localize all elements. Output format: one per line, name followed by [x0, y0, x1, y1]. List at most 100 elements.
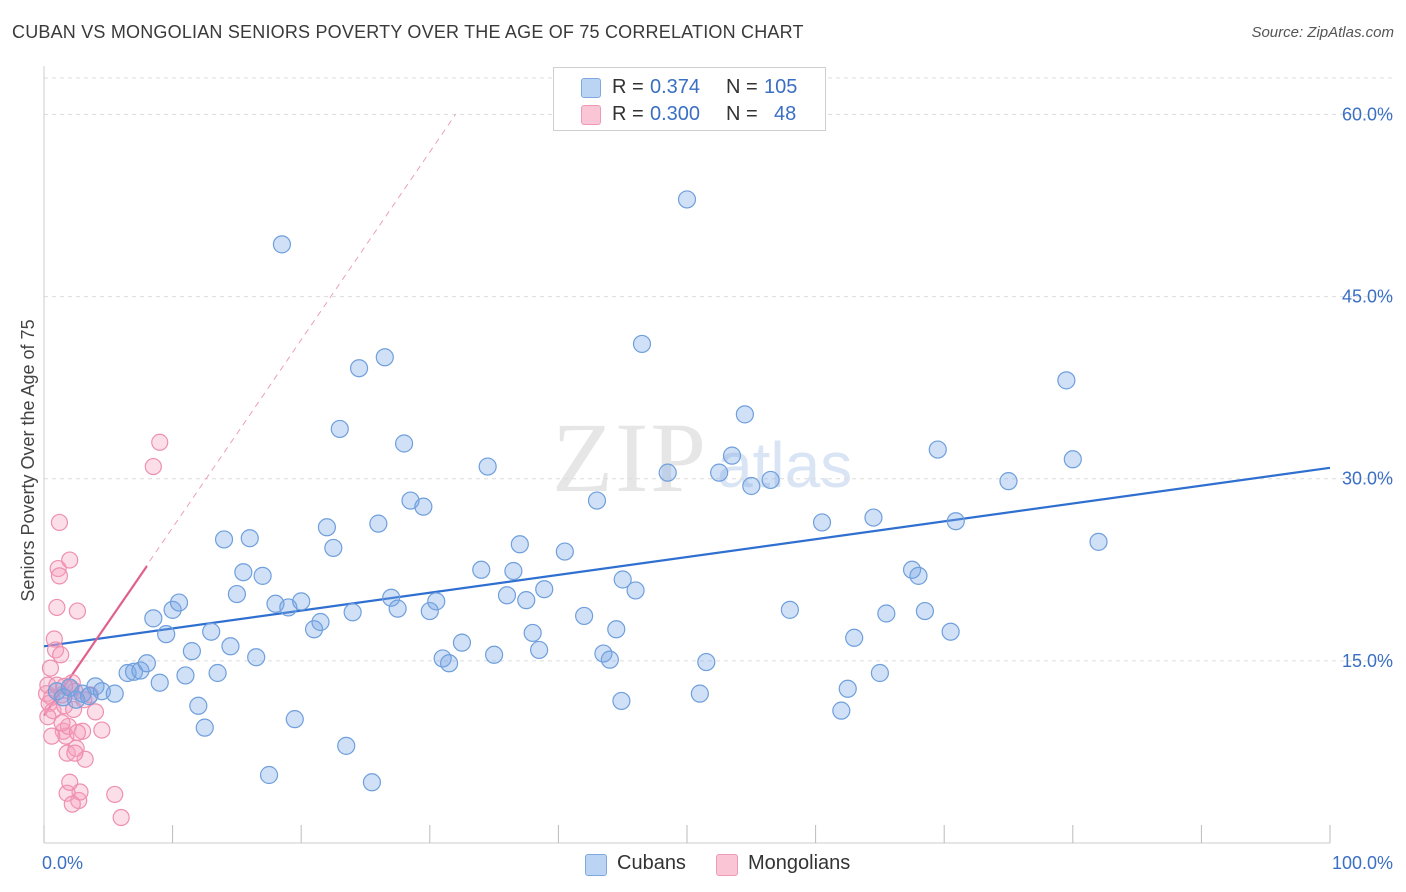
cubans-point	[317, 518, 337, 537]
cubans-point	[626, 581, 645, 600]
cubans-point	[485, 645, 504, 664]
cubans-point	[1089, 532, 1108, 551]
cubans-point	[877, 604, 896, 623]
legend-row-mongolians: R = 0.300 N = 48	[554, 101, 825, 127]
legend-n-label: N =	[726, 76, 758, 98]
cubans-point	[247, 648, 266, 667]
mongolians-point	[63, 795, 81, 813]
cubans-point	[349, 359, 369, 378]
legend-swatch-mongolians	[581, 105, 601, 125]
cubans-point	[870, 663, 890, 683]
cubans-point	[946, 512, 965, 531]
cubans-point	[311, 612, 330, 632]
mongolians-label: Mongolians	[748, 852, 851, 874]
cubans-point	[420, 601, 439, 621]
cubans-point	[517, 591, 536, 610]
cubans-point	[208, 663, 227, 683]
mongolians-swatch	[716, 854, 738, 876]
cubans-point	[812, 513, 832, 532]
y-tick-label: 45.0%	[1342, 287, 1393, 307]
cubans-point	[439, 654, 459, 673]
cubans-point	[530, 640, 549, 660]
cubans-point	[928, 440, 947, 459]
y-tick-label: 30.0%	[1342, 469, 1393, 489]
cubans-point	[375, 348, 394, 367]
cubans-point	[362, 773, 382, 792]
cubans-point	[710, 463, 729, 482]
mongolians-point	[39, 708, 57, 726]
cubans-point	[497, 586, 517, 605]
mongolians-point	[76, 750, 94, 768]
cubans-point	[195, 718, 214, 737]
cubans-point	[915, 601, 935, 621]
cubans-point	[607, 620, 626, 639]
legend-r-value: 0.300	[650, 103, 701, 125]
cubans-point	[478, 457, 497, 476]
cubans-point	[324, 538, 343, 558]
cubans-point	[697, 652, 716, 672]
cubans-point	[388, 599, 407, 618]
legend-swatch-cubans	[581, 78, 601, 98]
mongolians-point	[61, 773, 79, 791]
cubans-point	[131, 661, 150, 680]
y-tick-label: 60.0%	[1342, 104, 1393, 124]
cubans-point	[189, 696, 208, 715]
mongolians-point	[68, 723, 87, 742]
legend-n-value: 48	[774, 103, 797, 125]
axes	[43, 66, 1331, 844]
mongolians-point	[144, 457, 162, 476]
cubans-point	[157, 625, 176, 644]
cubans-point	[124, 662, 144, 681]
cubans-point	[999, 472, 1018, 491]
cubans-label: Cubans	[617, 852, 686, 874]
cubans-point	[105, 684, 124, 703]
mongolians-point	[58, 784, 76, 802]
chart-source: Source: ZipAtlas.com	[1251, 24, 1394, 41]
cubans-point	[555, 542, 574, 561]
cubans-point	[845, 628, 864, 647]
cubans-point	[575, 606, 594, 626]
cubans-point	[292, 592, 311, 611]
cubans-point	[285, 710, 304, 729]
cubans-point	[780, 600, 799, 619]
cubans-point	[832, 701, 851, 720]
cubans-point	[504, 561, 523, 581]
cubans-point	[632, 334, 652, 354]
cubans-point	[523, 623, 542, 643]
cubans-point	[535, 580, 554, 599]
cubans-point	[304, 620, 324, 639]
cubans-point	[742, 476, 761, 496]
cubans-point	[612, 691, 631, 711]
mongolians-point	[86, 703, 105, 721]
cubans-points	[47, 190, 1108, 792]
x-tick-label-start: 0.0%	[42, 853, 83, 873]
cubans-point	[735, 405, 754, 424]
cubans-point	[1057, 371, 1076, 390]
cubans-point	[337, 736, 356, 755]
cubans-point	[761, 470, 780, 490]
cubans-point	[227, 584, 246, 604]
cubans-point	[472, 560, 491, 579]
cubans-trend-line	[43, 466, 1331, 648]
watermark-atlas: atlas	[717, 429, 853, 501]
mongolians-point	[53, 714, 71, 732]
cubans-point	[658, 463, 677, 482]
cubans-point	[221, 637, 240, 656]
mongolians-point	[66, 744, 84, 762]
cubans-point	[394, 434, 414, 453]
cubans-point	[1063, 450, 1082, 469]
cubans-point	[452, 633, 472, 652]
mongolians-point	[52, 646, 70, 664]
cubans-point	[144, 609, 163, 628]
mongolians-point	[46, 641, 65, 659]
cubans-point	[163, 600, 182, 619]
mongolians-point	[112, 808, 130, 827]
cubans-point	[414, 497, 433, 516]
cubans-point	[382, 588, 401, 607]
cubans-point	[137, 654, 156, 673]
cubans-point	[202, 622, 221, 641]
cubans-point	[838, 679, 857, 698]
cubans-point	[182, 642, 201, 661]
x-tick-label-end: 100.0%	[1332, 853, 1393, 873]
